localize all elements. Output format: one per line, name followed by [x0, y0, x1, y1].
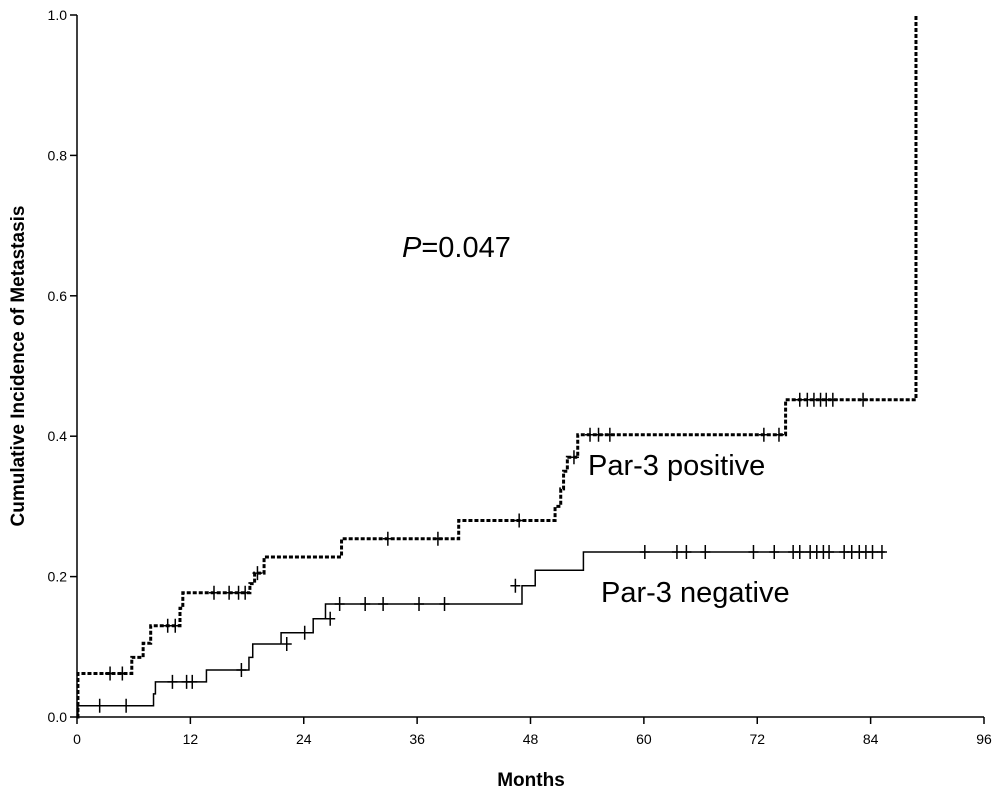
censor-mark	[121, 698, 132, 713]
censor-mark	[105, 666, 116, 681]
series-layer	[76, 15, 918, 719]
y-tick-label: 1.0	[48, 7, 68, 23]
censor-mark	[360, 596, 371, 611]
series-negative	[77, 545, 887, 718]
censor-mark	[769, 545, 780, 560]
series-label-positive: Par-3 positive	[588, 450, 765, 482]
p-value-text: =0.047	[421, 232, 511, 264]
series-line	[77, 551, 885, 718]
censor-mark	[432, 531, 443, 546]
censor-mark	[639, 545, 650, 560]
censor-mark	[773, 427, 784, 442]
y-axis-title: Cumulative Incidence of Metastasis	[8, 206, 29, 527]
censor-mark	[604, 427, 615, 442]
censor-mark	[378, 596, 389, 611]
censor-mark	[585, 427, 596, 442]
x-tick-label: 12	[183, 731, 199, 747]
censor-mark	[240, 585, 251, 600]
p-value-annotation: P=0.047	[402, 232, 511, 264]
x-tick-label: 0	[73, 731, 81, 747]
censor-mark	[281, 636, 292, 651]
x-tick-label: 72	[749, 731, 765, 747]
censor-mark	[700, 545, 711, 560]
censor-mark	[794, 545, 805, 560]
y-tick-label: 0.2	[48, 569, 68, 585]
censor-mark	[224, 585, 235, 600]
censor-mark	[170, 618, 181, 633]
x-tick-label: 96	[976, 731, 992, 747]
censor-mark	[876, 545, 887, 560]
censor-mark	[827, 392, 838, 407]
y-tick-label: 0.6	[48, 288, 68, 304]
y-axis-ticks: 0.0 0.2 0.4 0.6 0.8 1.0	[48, 7, 77, 725]
censor-mark	[858, 392, 869, 407]
censor-mark	[568, 450, 579, 465]
censor-mark	[758, 427, 769, 442]
censor-mark	[187, 674, 198, 689]
censor-mark	[334, 596, 345, 611]
censor-mark	[748, 545, 759, 560]
x-axis-ticks: 0 12 24 36 48 60 72 84 96	[73, 717, 992, 747]
censor-mark	[439, 596, 450, 611]
censor-mark	[208, 585, 219, 600]
y-tick-label: 0.8	[48, 147, 68, 163]
censor-mark	[252, 566, 263, 581]
x-tick-label: 60	[636, 731, 652, 747]
censor-mark	[593, 427, 604, 442]
censor-mark	[514, 513, 525, 528]
censor-mark	[867, 545, 878, 560]
censor-mark	[117, 666, 128, 681]
censor-mark	[681, 545, 692, 560]
y-tick-label: 0.4	[48, 428, 68, 444]
censor-mark	[671, 545, 682, 560]
series-positive	[76, 15, 918, 719]
x-tick-label: 48	[523, 731, 539, 747]
censor-mark	[299, 625, 310, 640]
censor-mark	[236, 662, 247, 677]
series-line	[76, 15, 918, 719]
x-tick-label: 36	[409, 731, 425, 747]
censor-mark	[824, 545, 835, 560]
censor-mark	[382, 531, 393, 546]
censor-mark	[414, 596, 425, 611]
p-value-symbol: P	[402, 232, 422, 264]
censor-mark	[510, 578, 521, 593]
x-tick-label: 24	[296, 731, 312, 747]
censor-mark	[167, 674, 178, 689]
x-axis-title: Months	[497, 770, 565, 791]
censor-mark	[94, 698, 105, 713]
y-tick-label: 0.0	[48, 709, 68, 725]
x-tick-label: 84	[863, 731, 879, 747]
censor-mark	[325, 611, 336, 626]
series-label-negative: Par-3 negative	[601, 577, 790, 609]
plot-area: 0.0 0.2 0.4 0.6 0.8 1.0 0 12 24 36 48 60 72 84 96	[48, 7, 992, 747]
